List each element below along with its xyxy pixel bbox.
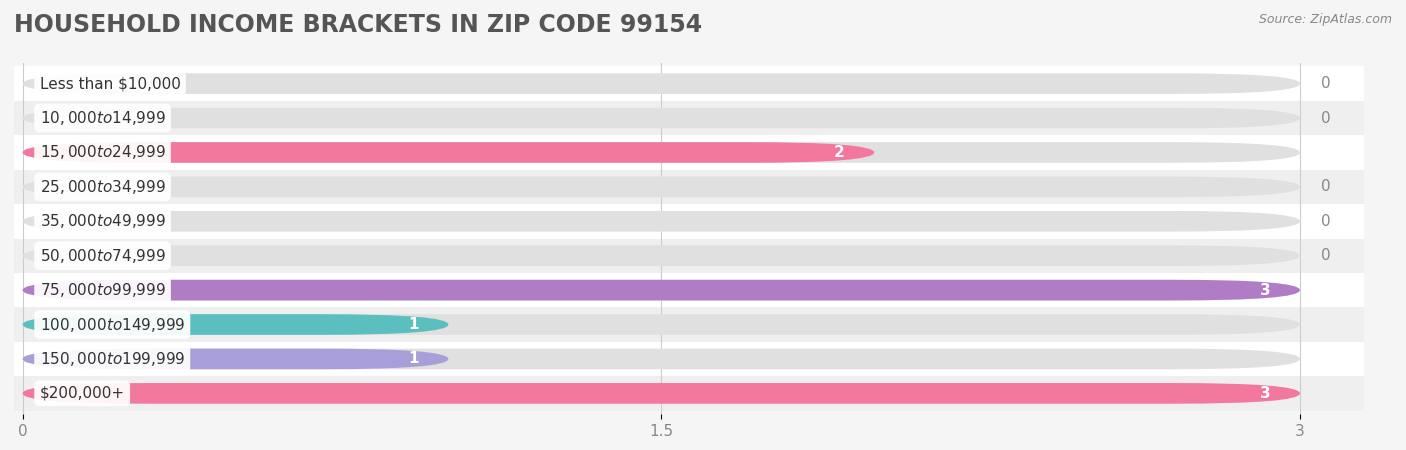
Text: $25,000 to $34,999: $25,000 to $34,999 xyxy=(39,178,166,196)
Bar xyxy=(0,204,1406,238)
FancyBboxPatch shape xyxy=(22,349,449,369)
Text: $35,000 to $49,999: $35,000 to $49,999 xyxy=(39,212,166,230)
Bar xyxy=(0,135,1406,170)
FancyBboxPatch shape xyxy=(22,383,1301,404)
Text: 0: 0 xyxy=(1322,248,1331,263)
Bar xyxy=(0,376,1406,410)
FancyBboxPatch shape xyxy=(22,280,1301,301)
FancyBboxPatch shape xyxy=(22,383,1301,404)
Text: HOUSEHOLD INCOME BRACKETS IN ZIP CODE 99154: HOUSEHOLD INCOME BRACKETS IN ZIP CODE 99… xyxy=(14,14,702,37)
Text: 3: 3 xyxy=(1260,283,1270,297)
Bar xyxy=(0,67,1406,101)
FancyBboxPatch shape xyxy=(22,142,875,163)
FancyBboxPatch shape xyxy=(22,211,1301,232)
Text: $200,000+: $200,000+ xyxy=(39,386,125,401)
Text: 0: 0 xyxy=(1322,76,1331,91)
FancyBboxPatch shape xyxy=(22,314,1301,335)
FancyBboxPatch shape xyxy=(22,176,1301,197)
Text: $150,000 to $199,999: $150,000 to $199,999 xyxy=(39,350,186,368)
Bar xyxy=(0,342,1406,376)
Bar xyxy=(0,238,1406,273)
Text: 0: 0 xyxy=(1322,180,1331,194)
Bar xyxy=(0,307,1406,342)
FancyBboxPatch shape xyxy=(22,73,1301,94)
Text: $15,000 to $24,999: $15,000 to $24,999 xyxy=(39,144,166,162)
FancyBboxPatch shape xyxy=(22,314,449,335)
FancyBboxPatch shape xyxy=(22,108,1301,128)
Text: 1: 1 xyxy=(408,351,419,366)
Text: $50,000 to $74,999: $50,000 to $74,999 xyxy=(39,247,166,265)
FancyBboxPatch shape xyxy=(22,142,1301,163)
FancyBboxPatch shape xyxy=(22,245,1301,266)
FancyBboxPatch shape xyxy=(22,349,1301,369)
Text: 2: 2 xyxy=(834,145,845,160)
Bar xyxy=(0,170,1406,204)
Text: 3: 3 xyxy=(1260,386,1270,401)
Text: 0: 0 xyxy=(1322,111,1331,126)
Text: 0: 0 xyxy=(1322,214,1331,229)
Text: $100,000 to $149,999: $100,000 to $149,999 xyxy=(39,315,186,333)
Text: $75,000 to $99,999: $75,000 to $99,999 xyxy=(39,281,166,299)
Text: Source: ZipAtlas.com: Source: ZipAtlas.com xyxy=(1258,14,1392,27)
Bar xyxy=(0,101,1406,135)
FancyBboxPatch shape xyxy=(22,280,1301,301)
Text: 1: 1 xyxy=(408,317,419,332)
Text: Less than $10,000: Less than $10,000 xyxy=(39,76,180,91)
Text: $10,000 to $14,999: $10,000 to $14,999 xyxy=(39,109,166,127)
Bar xyxy=(0,273,1406,307)
